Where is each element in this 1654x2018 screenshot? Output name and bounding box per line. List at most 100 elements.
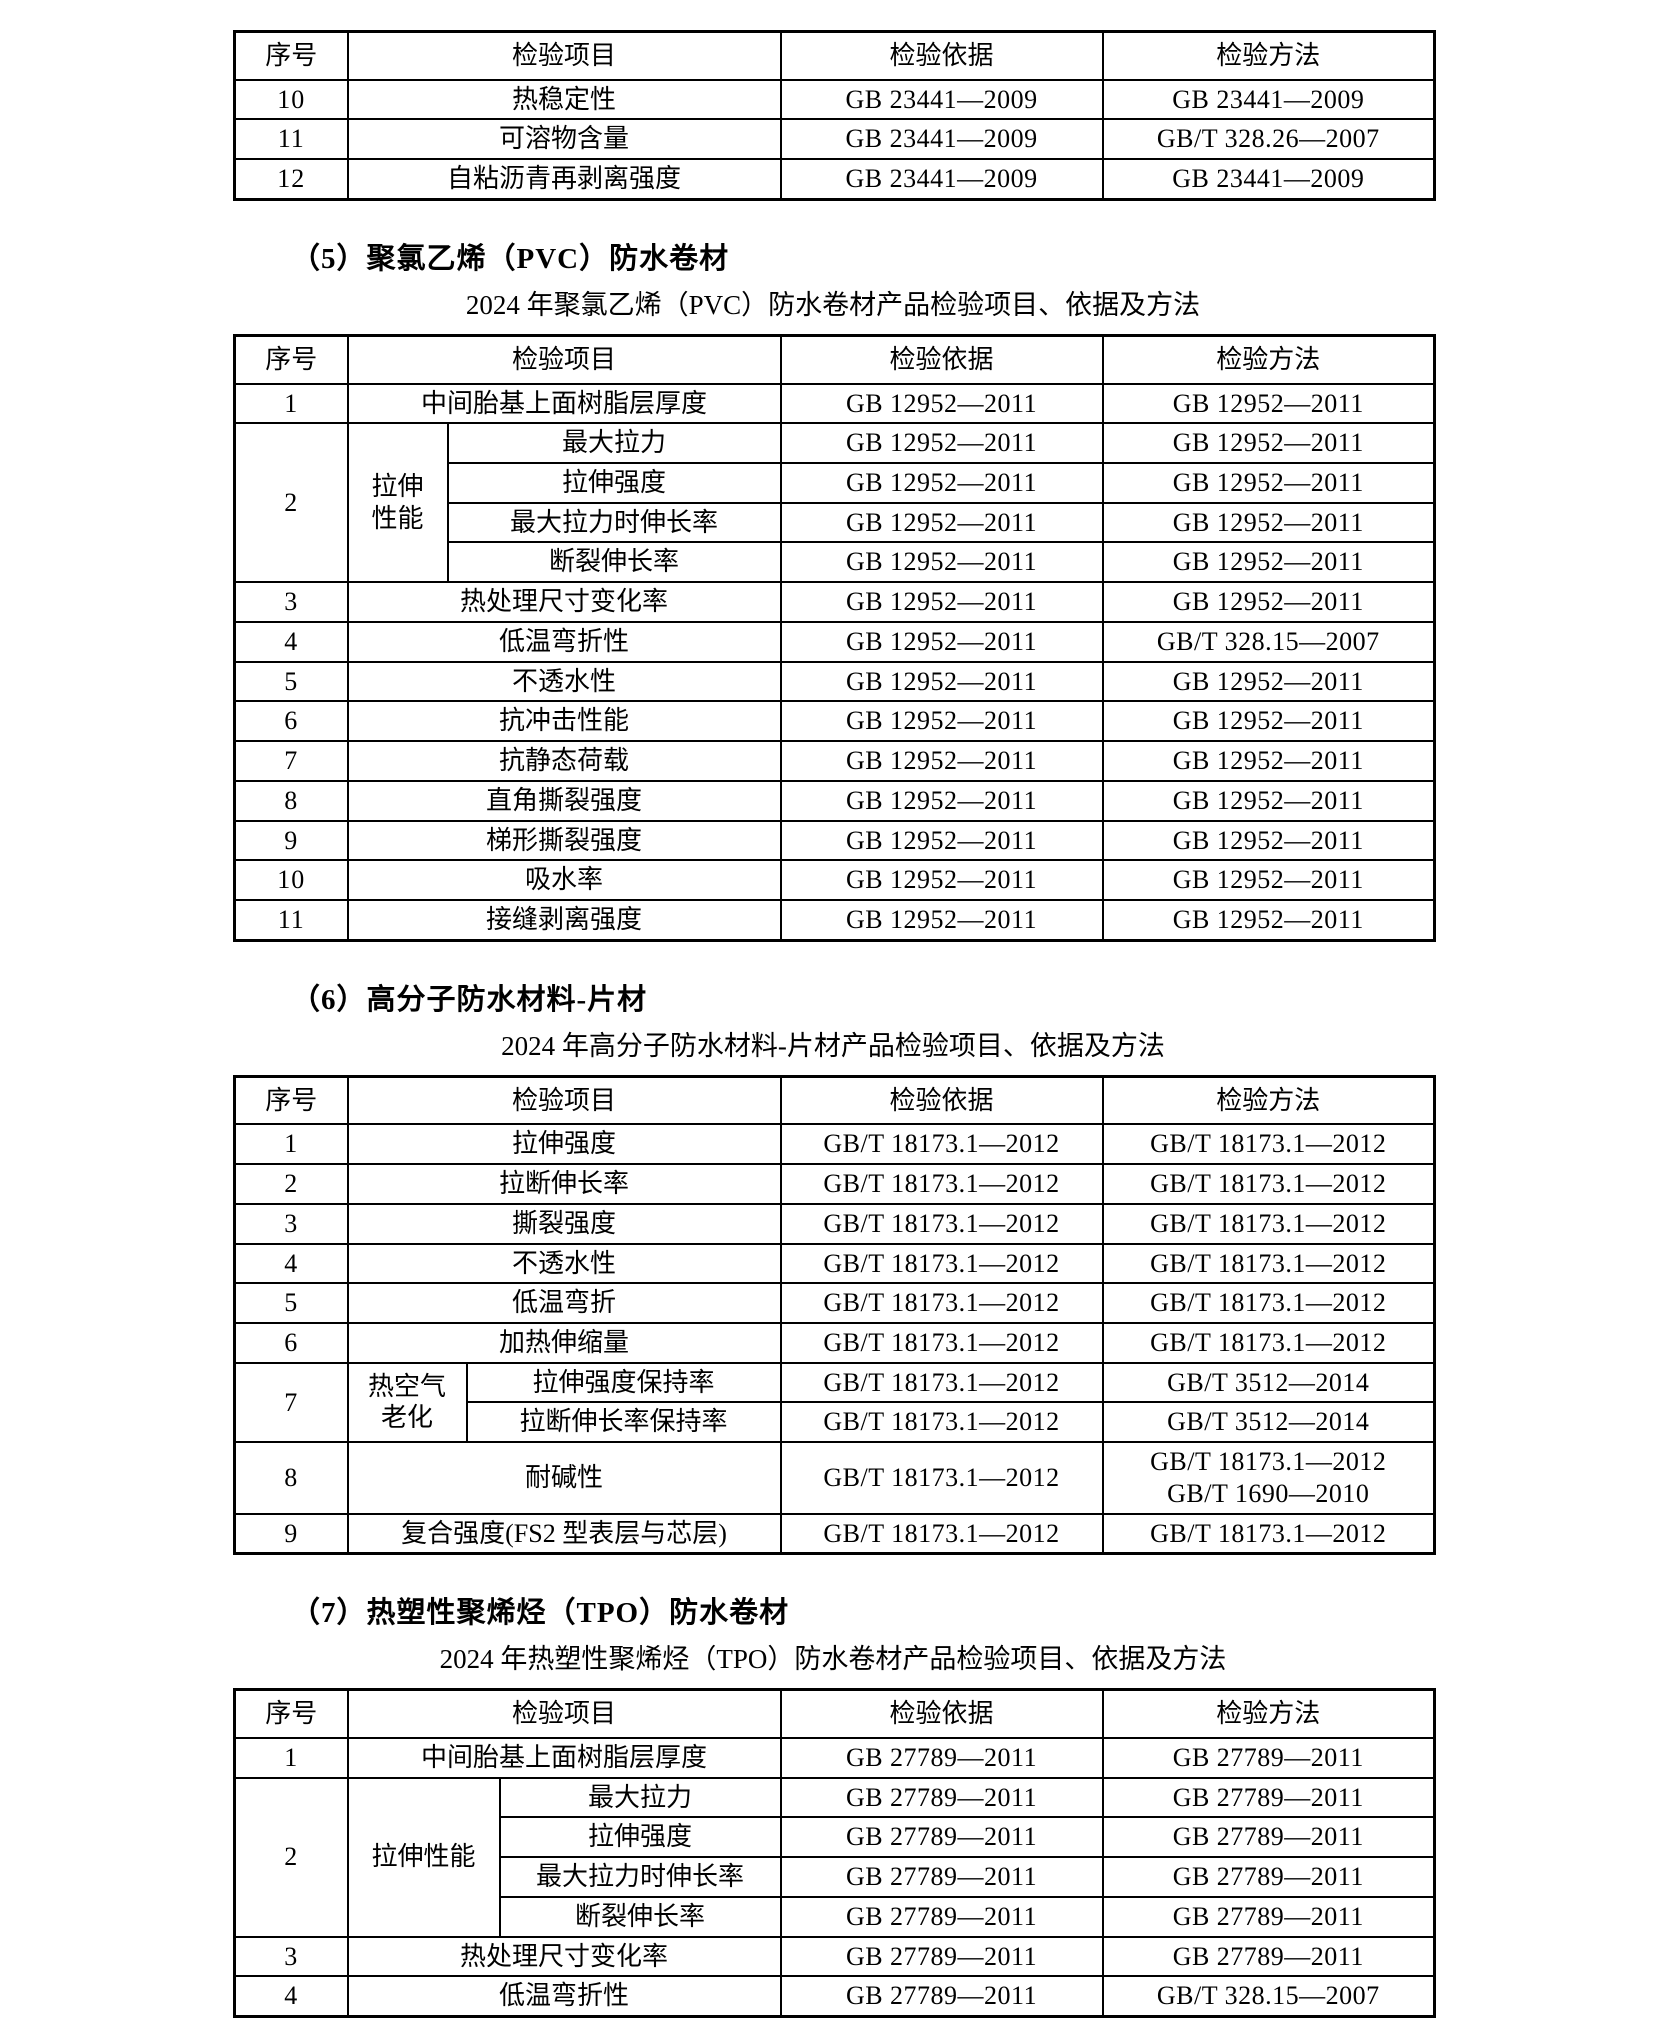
table-cell: GB 12952—2011 [1101,462,1436,504]
table-cell: 拉伸性能 [346,422,449,584]
table-cell: 拉断伸长率 [346,1163,782,1205]
table-cell: 5 [233,660,349,703]
table-cell: GB 12952—2011 [1101,740,1436,782]
table-header-row: 序号 检验项目 检验依据 检验方法 [233,334,1436,385]
table-cell: 2 [233,422,349,584]
inspection-table-sbs-continued: 序号 检验项目 检验依据 检验方法 10 热稳定性 GB 23441—2009 GB 2344… [233,30,1437,201]
table-cell: GB 27789—2011 [779,1737,1104,1779]
table-cell: 热稳定性 [346,78,782,121]
table-cell: GB 23441—2009 [1101,78,1436,121]
table-cell: 1 [233,1123,349,1166]
table-caption-pvc: 2024 年聚氯乙烯（PVC）防水卷材产品检验项目、依据及方法 [465,289,1201,320]
table-cell: GB 12952—2011 [1101,898,1436,942]
table-cell: GB/T 18173.1—2012 [1101,1321,1436,1364]
table-cell: 拉伸强度 [498,1816,782,1859]
table-cell: GB 27789—2011 [779,1856,1104,1898]
table-row: 3 热处理尺寸变化率 GB 27789—2011 GB 27789—2011 [233,1935,1436,1978]
table-row: 9 复合强度(FS2 型表层与芯层) GB/T 18173.1—2012 GB/T 1… [233,1512,1436,1555]
table-cell: 10 [233,78,349,121]
section-heading-polymer-sheet: （6）高分子防水材料-片材 [291,983,648,1016]
table-row: 11 可溶物含量 GB 23441—2009 GB/T 328.26—2007 [233,118,1436,161]
table-cell: 不透水性 [346,1242,782,1285]
table-row: 6 加热伸缩量 GB/T 18173.1—2012 GB/T 18173.1—2012 [233,1321,1436,1364]
table-row: 断裂伸长率 GB 27789—2011 GB 27789—2011 [235,1895,1436,1938]
table-cell: GB 12952—2011 [779,700,1104,743]
table-cell: GB/T 18173.1—2012 [779,1282,1104,1324]
table-cell: GB 27789—2011 [779,1776,1104,1819]
table-row: 1 拉伸强度 GB/T 18173.1—2012 GB/T 18173.1—2012 [233,1123,1436,1166]
table-cell: 7 [233,740,349,782]
table-row: 7 抗静态荷载 GB 12952—2011 GB 12952—2011 [233,740,1436,782]
table-cell: GB 12952—2011 [779,740,1104,782]
table-cell: 断裂伸长率 [446,541,782,584]
table-cell: GB 12952—2011 [779,779,1104,822]
table-cell: GB/T 18173.1—2012 GB/T 1690—2010 [1101,1441,1436,1515]
table-caption-tpo: 2024 年热塑性聚烯烃（TPO）防水卷材产品检验项目、依据及方法 [439,1644,1227,1675]
table-cell: GB/T 18173.1—2012 [1101,1512,1436,1555]
table-cell: 11 [233,118,349,161]
table-row: 1 中间胎基上面树脂层厚度 GB 12952—2011 GB 12952—2011 [233,382,1436,425]
table-row: 拉伸强度 GB 12952—2011 GB 12952—2011 [235,462,1436,504]
table-cell: 低温弯折性 [346,620,782,663]
table-cell: 6 [233,700,349,743]
table-cell: GB 12952—2011 [1101,859,1436,901]
table-row: 2 拉伸性能 最大拉力 GB 27789—2011 GB 27789—2011 [233,1776,1436,1938]
table-header-row: 序号 检验项目 检验依据 检验方法 [233,1075,1436,1126]
table-row: 9 梯形撕裂强度 GB 12952—2011 GB 12952—2011 [233,819,1436,862]
table-cell: GB 12952—2011 [779,422,1104,465]
table-cell: GB/T 3512—2014 [1101,1361,1436,1404]
table-cell: 抗冲击性能 [346,700,782,743]
header-cell: 检验方法 [1101,30,1436,81]
table-cell: GB/T 18173.1—2012 [779,1242,1104,1285]
table-cell: GB 12952—2011 [779,898,1104,942]
table-cell: GB 12952—2011 [1101,541,1436,584]
table-cell: GB 12952—2011 [1101,422,1436,465]
table-cell: 4 [233,620,349,663]
table-cell: GB/T 18173.1—2012 [779,1202,1104,1245]
table-cell: 6 [233,1321,349,1364]
table-cell: 中间胎基上面树脂层厚度 [346,1737,782,1779]
table-cell: 复合强度(FS2 型表层与芯层) [346,1512,782,1555]
table-cell: GB 12952—2011 [779,382,1104,425]
table-cell: 2 [233,1163,349,1205]
table-row: 最大拉力时伸长率 GB 12952—2011 GB 12952—2011 [235,501,1436,544]
table-cell: GB 12952—2011 [779,620,1104,663]
header-cell: 检验依据 [779,334,1104,385]
table-cell: GB 27789—2011 [1101,1816,1436,1859]
header-cell: 检验项目 [346,1075,782,1126]
table-row: 2 拉断伸长率 GB/T 18173.1—2012 GB/T 18173.1—2012 [233,1163,1436,1205]
table-cell: GB/T 18173.1—2012 [779,1512,1104,1555]
table-cell: GB/T 18173.1—2012 [779,1441,1104,1515]
table-cell: GB 23441—2009 [1101,158,1436,201]
header-cell: 检验项目 [346,334,782,385]
table-cell: GB/T 328.15—2007 [1101,620,1436,663]
table-cell: 低温弯折 [346,1282,782,1324]
table-cell: GB/T 3512—2014 [1101,1401,1436,1444]
table-cell: 直角撕裂强度 [346,779,782,822]
table-cell: GB/T 18173.1—2012 [1101,1282,1436,1324]
table-row: 7 热空气 老化 拉伸强度保持率 GB/T 18173.1—2012 GB/T 3512—… [233,1361,1436,1444]
table-row: 最大拉力时伸长率 GB 27789—2011 GB 27789—2011 [235,1856,1436,1898]
table-cell: GB 12952—2011 [1101,660,1436,703]
table-cell: GB 12952—2011 [1101,501,1436,544]
table-cell: 12 [233,158,349,201]
table-cell: 拉伸强度 [346,1123,782,1166]
header-cell: 检验方法 [1101,334,1436,385]
table-cell: 热处理尺寸变化率 [346,581,782,623]
table-row: 5 低温弯折 GB/T 18173.1—2012 GB/T 18173.1—2012 [233,1282,1436,1324]
header-cell: 序号 [233,334,349,385]
table-cell: GB 12952—2011 [779,859,1104,901]
header-cell: 检验依据 [779,1688,1104,1740]
table-cell: 9 [233,1512,349,1555]
table-cell: GB 12952—2011 [779,660,1104,703]
table-cell: GB 12952—2011 [779,581,1104,623]
table-cell: 中间胎基上面树脂层厚度 [346,382,782,425]
section-heading-tpo: （7）热塑性聚烯烃（TPO）防水卷材 [291,1597,790,1630]
table-row: 11 接缝剥离强度 GB 12952—2011 GB 12952—2011 [233,898,1436,942]
table-row: 断裂伸长率 GB 12952—2011 GB 12952—2011 [235,541,1436,584]
header-cell: 序号 [233,1688,349,1740]
table-cell: 3 [233,581,349,623]
table-cell: GB 12952—2011 [779,501,1104,544]
table-cell: GB 27789—2011 [779,1975,1104,2018]
table-cell: 最大拉力时伸长率 [446,501,782,544]
